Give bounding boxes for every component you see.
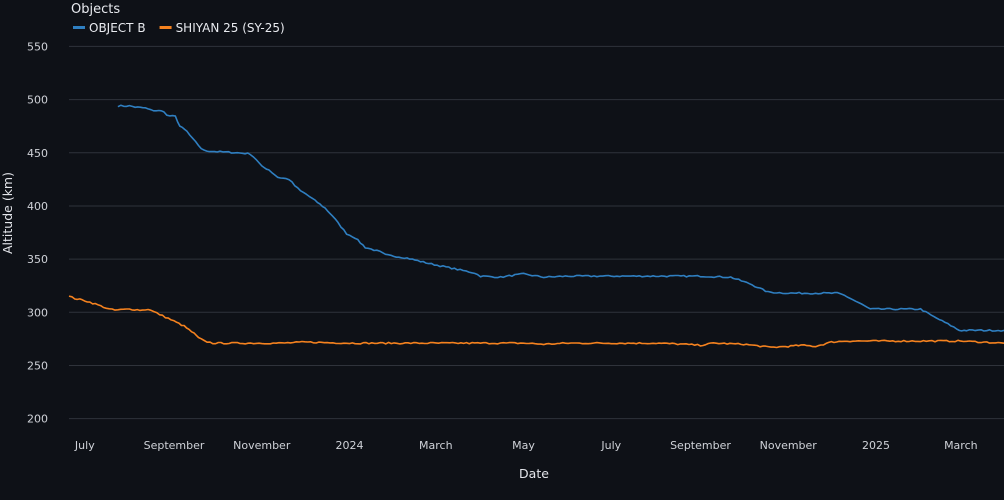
legend-label: OBJECT B <box>89 21 146 35</box>
legend-items[interactable]: OBJECT B SHIYAN 25 (SY-25) <box>73 21 285 35</box>
x-axis-title: Date <box>519 466 549 481</box>
grid-lines <box>69 45 1004 420</box>
x-tick-label: September <box>144 439 205 452</box>
x-tick-label: March <box>419 439 453 452</box>
x-tick-label: July <box>74 439 95 452</box>
x-tick-label: July <box>600 439 621 452</box>
x-tick-label: September <box>670 439 731 452</box>
y-axis-title: Altitude (km) <box>0 172 15 254</box>
x-tick-label: March <box>944 439 978 452</box>
x-tick-label: November <box>233 439 291 452</box>
legend-label: SHIYAN 25 (SY-25) <box>176 21 285 35</box>
y-tick-label: 350 <box>27 253 48 266</box>
series-line-1[interactable] <box>68 295 1004 349</box>
x-tick-label: May <box>512 439 535 452</box>
legend-title: Objects <box>71 2 120 17</box>
x-axis-ticks: July September November 2024 March May July Sep… <box>74 439 978 452</box>
series-line-0[interactable] <box>117 104 1004 332</box>
legend-item-1[interactable]: SHIYAN 25 (SY-25) <box>159 21 285 35</box>
x-tick-label: 2025 <box>862 439 890 452</box>
series-lines <box>68 104 1004 349</box>
y-tick-label: 250 <box>27 359 48 372</box>
legend-item-0[interactable]: OBJECT B <box>73 21 146 35</box>
y-tick-label: 400 <box>27 200 48 213</box>
y-tick-label: 450 <box>27 147 48 160</box>
y-tick-label: 550 <box>27 40 48 53</box>
x-tick-label: 2024 <box>336 439 364 452</box>
y-tick-label: 500 <box>27 94 48 107</box>
y-tick-label: 200 <box>27 413 48 426</box>
legend[interactable]: Objects OBJECT B SHIYAN 25 (SY-25) <box>71 2 285 35</box>
x-tick-label: November <box>760 439 818 452</box>
y-tick-label: 300 <box>27 306 48 319</box>
y-axis-ticks: 200 250 300 350 400 450 500 550 <box>27 40 48 425</box>
